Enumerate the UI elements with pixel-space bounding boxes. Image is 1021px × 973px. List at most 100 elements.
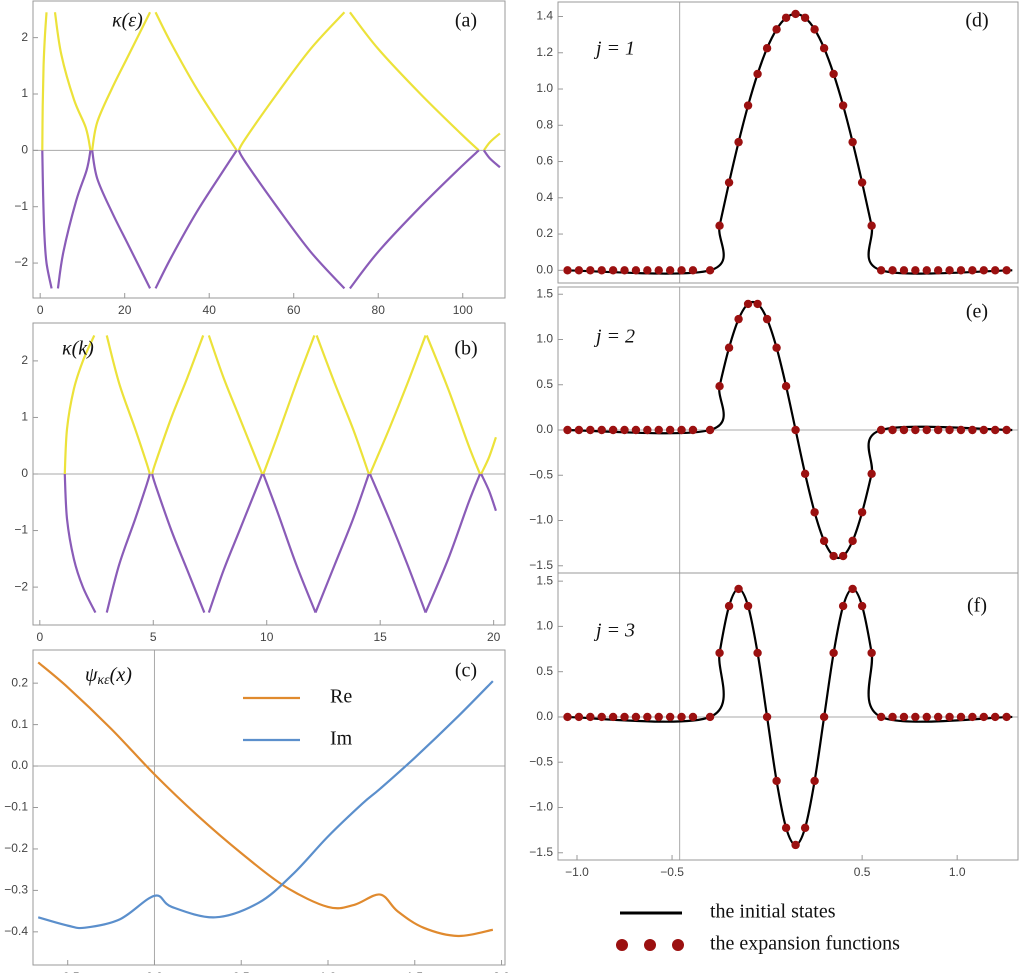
point [899, 425, 909, 435]
panel-label: (d) [965, 10, 988, 32]
point [810, 25, 819, 34]
curve [53, 12, 92, 151]
y-tick-label: 1.5 [536, 573, 553, 587]
y-tick-label: 1.5 [536, 286, 553, 300]
x-tick-label: 60 [287, 303, 301, 317]
point [715, 221, 724, 230]
point [743, 601, 753, 611]
x-tick-label: 1.5 [406, 970, 423, 973]
point [743, 101, 753, 110]
y-tick-label: −0.2 [4, 841, 28, 855]
point [838, 551, 848, 561]
legend-label: Im [330, 728, 353, 750]
legend-label: Re [330, 686, 352, 708]
y-tick-label: 0.1 [11, 717, 28, 731]
frame [557, 1, 1019, 284]
point [772, 25, 781, 34]
y-tick-label: 0.8 [536, 117, 553, 131]
x-tick-label: 0.0 [146, 970, 163, 973]
curve [237, 11, 346, 151]
curve [105, 473, 151, 613]
y-tick-label: 0.0 [536, 422, 553, 436]
point [563, 425, 572, 435]
curve [262, 473, 317, 613]
curve [237, 149, 346, 290]
panel-label: (f) [967, 595, 987, 617]
point [945, 712, 954, 722]
legend-swatch [616, 939, 628, 951]
curve [262, 335, 316, 475]
plot-area [563, 584, 1013, 850]
point [848, 536, 857, 546]
y-tick-label: −1.5 [529, 558, 553, 572]
point [753, 69, 762, 79]
point [945, 266, 954, 275]
point [933, 425, 943, 435]
curve [207, 335, 264, 475]
point [1002, 425, 1011, 435]
y-tick-label: 0.0 [536, 709, 553, 723]
point [956, 425, 966, 435]
panel: −1.5 −1.0 −0.5 0.0 0.5 1.0 1.5 j = 2 (e) [529, 286, 1019, 574]
point [705, 425, 715, 435]
point [734, 314, 743, 324]
point [800, 13, 810, 22]
x-tick-label: 10 [260, 630, 274, 644]
point [899, 266, 909, 275]
y-tick-label: 0 [21, 466, 28, 480]
point [654, 425, 663, 435]
point [990, 266, 1000, 275]
curve [425, 335, 482, 475]
point [781, 381, 791, 391]
y-tick-label: 1.0 [536, 81, 553, 95]
point [743, 299, 753, 309]
point [857, 508, 867, 517]
y-tick-label: 0.5 [536, 664, 553, 678]
point [688, 425, 698, 435]
legend-swatch [644, 939, 656, 951]
plot-area [63, 334, 497, 614]
curve [314, 473, 370, 613]
panel-title: κ(ε) [112, 10, 143, 32]
point [665, 266, 675, 275]
point [665, 425, 675, 435]
point [979, 425, 988, 435]
panel: −1.5 −1.0 −0.5 0.0 0.5 1.0 1.5 −1.0 −0.5 0.5 1.0 j … [529, 572, 1019, 955]
point [563, 266, 572, 275]
y-tick-label: −0.4 [4, 924, 28, 938]
point [968, 266, 977, 275]
y-tick-label: 1.0 [536, 619, 553, 633]
y-tick-label: 0.2 [536, 226, 553, 240]
panel-title: j = 3 [593, 620, 635, 642]
point [724, 601, 734, 611]
point [597, 266, 606, 275]
point [631, 425, 641, 435]
point [857, 178, 867, 187]
point [620, 266, 629, 275]
point [922, 712, 931, 722]
x-tick-label: 5 [150, 630, 157, 644]
point [838, 601, 848, 611]
point [888, 425, 897, 435]
point [922, 266, 931, 275]
curve [368, 335, 427, 475]
point [654, 266, 663, 275]
point [643, 712, 652, 722]
y-tick-label: −0.3 [4, 883, 28, 897]
point [819, 44, 829, 53]
curve [151, 473, 206, 613]
point [867, 648, 876, 658]
curve [151, 335, 205, 475]
point [800, 469, 810, 479]
point [772, 343, 781, 352]
curve [482, 132, 501, 152]
point [829, 551, 838, 561]
y-tick-label: −2 [14, 255, 28, 269]
point [705, 266, 715, 275]
point [979, 266, 988, 275]
plot-area [37, 661, 494, 938]
y-tick-label: 0.2 [11, 675, 28, 689]
legend-swatch [672, 939, 684, 951]
curve [63, 334, 96, 475]
